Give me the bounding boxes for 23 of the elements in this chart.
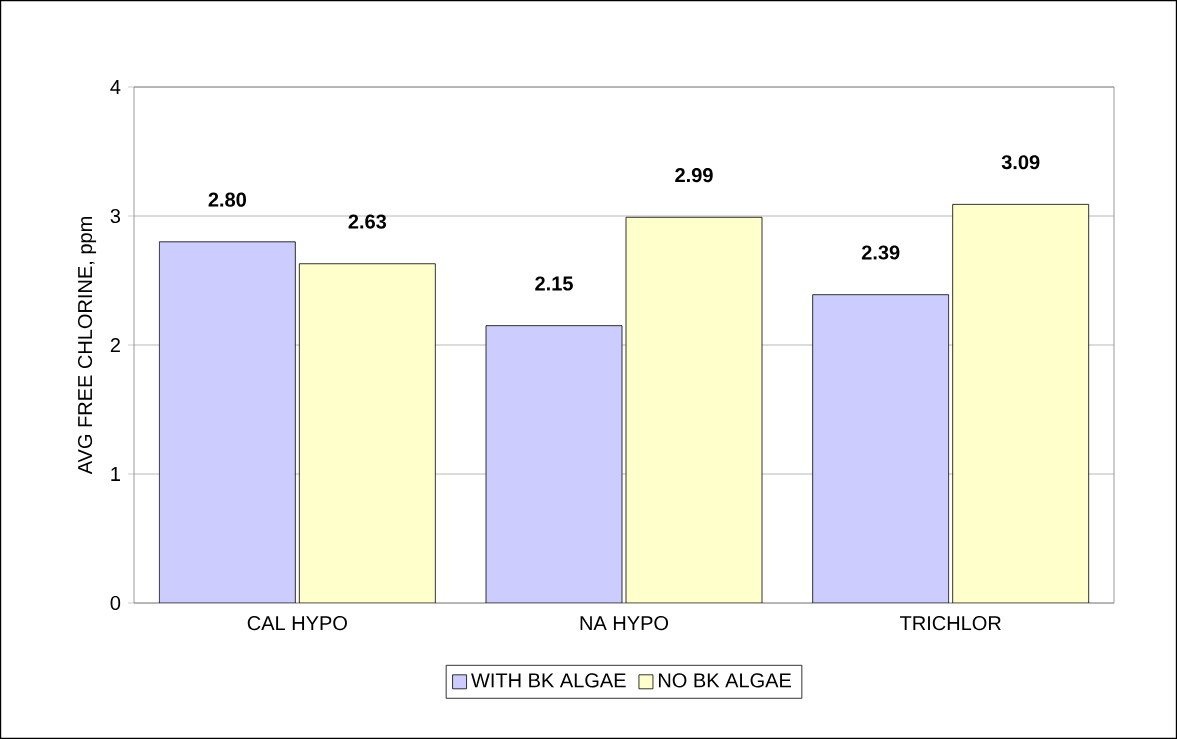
data-label: 2.39 [861,245,900,260]
legend-label: NO BK ALGAE [658,673,791,688]
bar [485,325,623,603]
y-axis-title: AVG FREE CHLORINE, ppm [77,217,97,475]
y-tick-label: 4 [110,80,121,94]
y-tick-label: 1 [111,467,120,481]
y-tick-label: 3 [110,208,121,224]
y-tick-label: 0 [110,595,121,611]
bar [298,263,436,603]
data-label: 2.99 [675,168,713,183]
bar [812,294,950,603]
bar [158,241,296,603]
data-label: 2.80 [208,192,246,207]
x-tick-label: TRICHLOR [900,616,1001,631]
data-label: 2.15 [535,276,573,291]
data-label: 2.63 [348,214,387,229]
data-label: 3.09 [1001,155,1040,170]
x-tick-label: NA HYPO [580,616,669,631]
y-tick-label: 2 [110,338,120,352]
bar [952,203,1090,603]
bar [625,216,763,603]
x-tick-label: CAL HYPO [247,616,347,631]
legend-label: WITH BK ALGAE [471,673,626,688]
